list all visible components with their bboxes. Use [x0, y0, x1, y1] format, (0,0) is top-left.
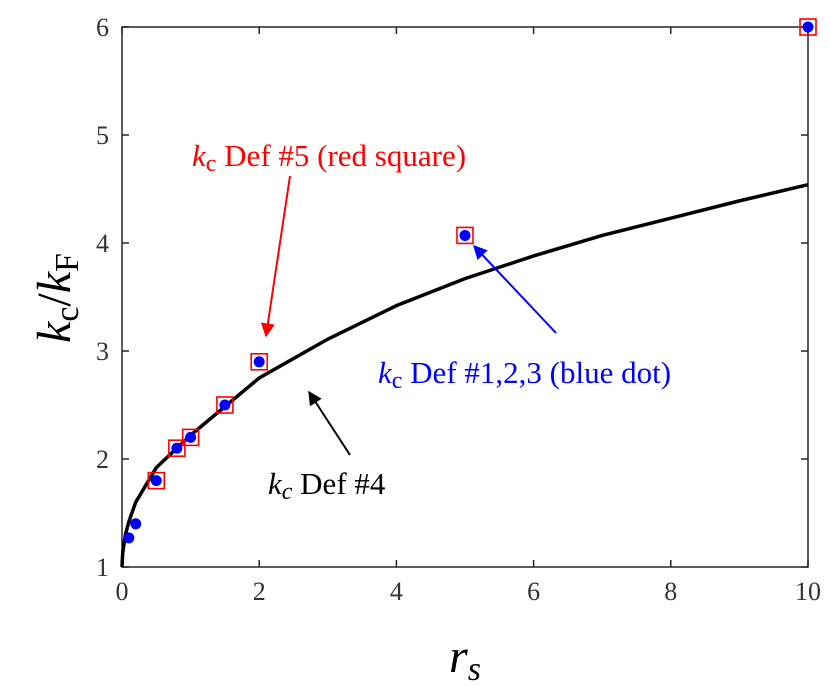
- red-square-point: [147, 471, 166, 490]
- red-square-point: [250, 352, 268, 371]
- x-tick-label: 4: [390, 577, 403, 606]
- red-square-point: [181, 428, 200, 447]
- red-square-point: [799, 18, 817, 36]
- blue-dot-point: [123, 532, 135, 544]
- x-tick-label: 6: [527, 577, 540, 606]
- x-axis-label: rs: [449, 630, 481, 686]
- x-tick-label: 8: [664, 577, 677, 606]
- x-tick-label: 10: [795, 577, 821, 606]
- y-tick-label: 4: [96, 229, 109, 258]
- red-square-point: [456, 226, 474, 245]
- def4-curve: [120, 182, 809, 568]
- annotation-red-square: kc Def #5 (red square): [192, 138, 466, 177]
- annotation-blue-dot: kc Def #1,2,3 (blue dot): [378, 355, 671, 394]
- x-tick-labels: 0 2 4 6 8 10: [116, 577, 822, 606]
- red-square-markers: [147, 18, 817, 490]
- y-tick-labels: 1 2 3 4 5 6: [96, 13, 109, 582]
- x-tick-label: 0: [116, 577, 129, 606]
- y-tick-label: 1: [96, 553, 109, 582]
- plot-frame: [121, 26, 809, 568]
- blue-dot-point: [171, 442, 183, 454]
- y-tick-label: 5: [96, 121, 109, 150]
- blue-dot-markers: [123, 21, 814, 544]
- red-square-point: [216, 396, 234, 414]
- y-tick-label: 3: [96, 337, 109, 366]
- blue-dot-point: [130, 518, 142, 530]
- blue-dot-point: [150, 475, 162, 487]
- blue-dot-point: [802, 21, 814, 33]
- arrow-red: [260, 175, 291, 338]
- blue-dot-point: [185, 431, 197, 443]
- arrow-blue: [473, 244, 557, 334]
- y-tick-label: 6: [96, 13, 109, 42]
- y-tick-label: 2: [96, 445, 109, 474]
- red-square-point: [168, 439, 186, 458]
- x-tick-label: 2: [253, 577, 266, 606]
- arrow-black: [308, 390, 351, 456]
- blue-dot-point: [253, 356, 265, 368]
- annotation-def4: kc Def #4: [268, 466, 386, 505]
- blue-dot-point: [219, 399, 231, 411]
- blue-dot-point: [459, 229, 471, 241]
- y-axis-label: kc/kF: [28, 253, 86, 343]
